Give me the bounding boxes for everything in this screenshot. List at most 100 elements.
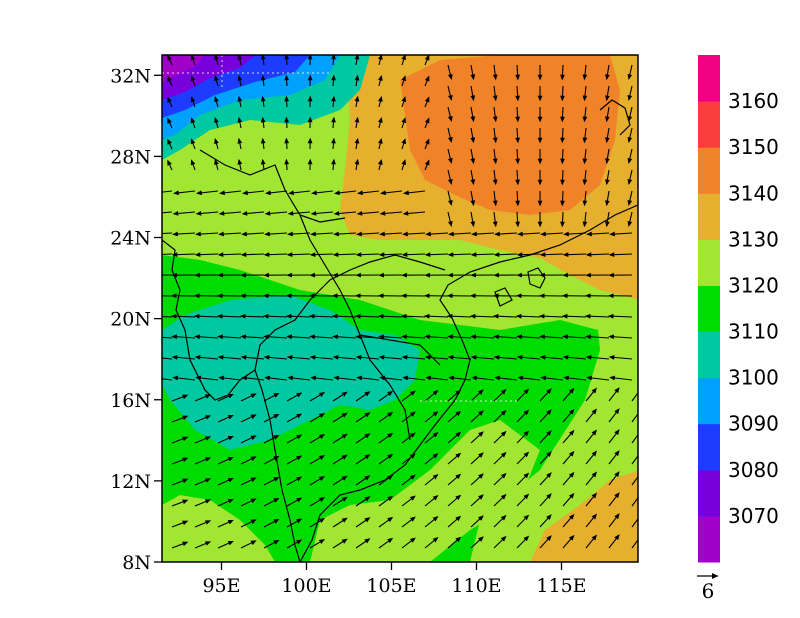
wind-vector-head bbox=[537, 200, 543, 207]
wind-vector-head bbox=[296, 476, 303, 482]
wind-vector-head bbox=[218, 211, 225, 216]
wind-vector-head bbox=[560, 95, 565, 102]
wind-vector-head bbox=[331, 137, 336, 144]
wind-vector-head bbox=[470, 95, 476, 102]
wind-vector-head bbox=[515, 179, 520, 186]
wind-vector-head bbox=[608, 355, 615, 360]
wind-vector-head bbox=[568, 492, 575, 499]
wind-vector-head bbox=[537, 116, 543, 123]
wind-vector-head bbox=[167, 96, 172, 103]
wind-vector-head bbox=[563, 375, 570, 381]
wind-vector-head bbox=[182, 415, 189, 421]
wind-vector-head bbox=[515, 158, 520, 165]
wind-vector-head bbox=[308, 293, 315, 299]
wind-vector-head bbox=[190, 159, 196, 166]
wind-vector-head bbox=[568, 429, 575, 436]
wind-vector-head bbox=[432, 474, 439, 480]
wind-vector-head bbox=[260, 116, 266, 123]
wind-vector-head bbox=[539, 272, 545, 278]
wind-vector-head bbox=[523, 493, 530, 500]
wind-vector-head bbox=[494, 375, 501, 381]
wind-vector-head bbox=[307, 74, 313, 81]
wind-vector-head bbox=[469, 313, 476, 319]
wind-vector-head bbox=[240, 272, 246, 278]
wind-vector-head bbox=[546, 493, 552, 499]
wind-vector-head bbox=[151, 233, 155, 236]
colorbar-label: 3130 bbox=[728, 227, 779, 251]
wind-vector-head bbox=[432, 516, 439, 522]
wind-vector-head bbox=[582, 179, 588, 186]
wind-vector-head bbox=[218, 375, 225, 381]
wind-vector-head bbox=[523, 514, 530, 521]
wind-vector-head bbox=[470, 137, 476, 144]
wind-vector-head bbox=[286, 272, 292, 278]
wind-vector-head bbox=[424, 334, 431, 340]
wind-vector bbox=[162, 336, 173, 339]
wind-vector-head bbox=[377, 55, 383, 60]
wind-vector-head bbox=[446, 293, 453, 299]
wind-vector-head bbox=[241, 375, 248, 381]
wind-vector-head bbox=[286, 334, 293, 340]
wind-vector-head bbox=[218, 190, 225, 196]
wind-vector-head bbox=[492, 293, 499, 299]
wind-vector-head bbox=[470, 221, 476, 228]
wind-vector-head bbox=[151, 376, 155, 379]
wind-vector-head bbox=[515, 137, 520, 144]
y-tick-label: 12N bbox=[110, 471, 151, 493]
wind-vector-head bbox=[341, 433, 348, 439]
wind-vector-head bbox=[204, 478, 212, 483]
wind-vector-head bbox=[455, 536, 462, 543]
colorbar-swatch bbox=[698, 515, 720, 563]
wind-vector-head bbox=[470, 334, 477, 340]
wind-vector-head bbox=[523, 472, 530, 479]
wind-vector-head bbox=[538, 313, 545, 319]
wind-vector-head bbox=[500, 472, 507, 479]
wind-vector-head bbox=[214, 159, 219, 166]
wind-vector-head bbox=[227, 477, 234, 483]
wind-vector-head bbox=[568, 513, 575, 520]
wind-vector-head bbox=[401, 252, 408, 258]
wind-vector-head bbox=[354, 95, 360, 102]
wind-vector-head bbox=[263, 252, 270, 258]
wind-vector-head bbox=[285, 293, 292, 299]
map-frame bbox=[161, 54, 639, 563]
wind-vector-head bbox=[318, 455, 326, 460]
wind-vector-head bbox=[591, 408, 597, 415]
wind-vector-head bbox=[627, 73, 633, 80]
wind-vector-head bbox=[151, 191, 155, 194]
wind-vector-head bbox=[379, 211, 386, 216]
wind-vector-head bbox=[455, 389, 462, 396]
wind-vector-head bbox=[217, 334, 224, 340]
wind-vector-head bbox=[605, 179, 610, 186]
wind-vector-head bbox=[560, 116, 565, 123]
wind-vector-head bbox=[171, 355, 178, 360]
colorbar-swatch bbox=[698, 101, 720, 148]
wind-vector-head bbox=[409, 390, 416, 396]
wind-vector-head bbox=[377, 158, 383, 165]
wind-vector-head bbox=[492, 200, 498, 207]
wind-vector-head bbox=[478, 410, 484, 416]
wind-vector-head bbox=[296, 497, 303, 503]
wind-vector-head bbox=[402, 211, 409, 216]
wind-vector-head bbox=[287, 190, 294, 196]
wind-vector-head bbox=[195, 190, 202, 196]
y-tick-label: 24N bbox=[110, 228, 151, 250]
wind-vector-head bbox=[492, 179, 498, 186]
wind-vector-head bbox=[614, 450, 620, 457]
wind-vector-head bbox=[561, 293, 568, 299]
wind-vector-head bbox=[377, 313, 384, 319]
wind-vector-head bbox=[250, 414, 257, 420]
wind-vector-head bbox=[424, 75, 430, 82]
wind-vector-head bbox=[401, 355, 408, 360]
wind-vector-head bbox=[560, 137, 565, 144]
wind-vector-head bbox=[204, 541, 212, 546]
wind-vector-head bbox=[296, 518, 303, 524]
wind-vector-head bbox=[250, 435, 257, 441]
wind-vector-head bbox=[614, 387, 620, 394]
wind-vector-head bbox=[562, 272, 568, 278]
wind-vector-head bbox=[333, 211, 340, 216]
wind-vector-head bbox=[537, 221, 543, 228]
wind-vector-head bbox=[250, 456, 257, 462]
wind-vector bbox=[162, 253, 173, 255]
wind-vector-head bbox=[500, 535, 507, 542]
